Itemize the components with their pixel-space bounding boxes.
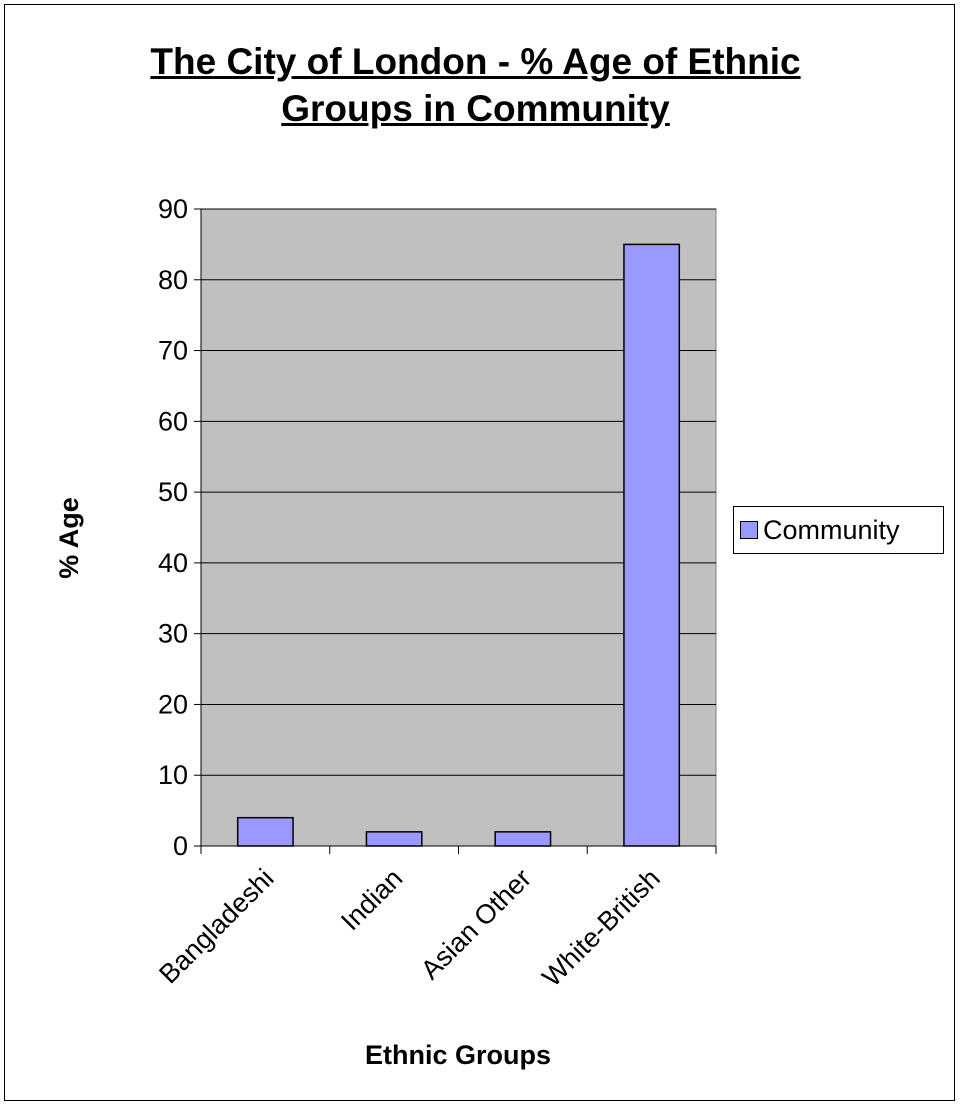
y-tick-label: 80 xyxy=(158,265,188,295)
y-tick-label: 40 xyxy=(158,548,188,578)
x-tick-label: White-British xyxy=(536,863,665,992)
y-tick-label: 30 xyxy=(158,619,188,649)
legend-swatch-community xyxy=(740,521,758,539)
y-tick-label: 50 xyxy=(158,477,188,507)
bar-asian-other xyxy=(494,831,552,847)
chart-title-line-2: Groups in Community xyxy=(281,88,670,129)
chart-title: The City of London - % Age of Ethnic Gro… xyxy=(0,38,951,132)
x-tick-label: Asian Other xyxy=(415,863,537,985)
y-tick-label: 0 xyxy=(173,831,188,861)
y-tick-label: 10 xyxy=(158,760,188,790)
y-axis-label: % Age xyxy=(54,497,84,579)
y-tick-label: 60 xyxy=(158,406,188,436)
y-tick-label: 20 xyxy=(158,689,188,719)
y-tick-label: 90 xyxy=(158,194,188,224)
x-tick-label: Bangladeshi xyxy=(153,863,279,989)
x-tick-label: Indian xyxy=(335,863,408,936)
bar-indian xyxy=(365,831,423,847)
legend-label-community: Community xyxy=(763,514,900,545)
bar-white-british xyxy=(623,243,681,847)
bar-bangladeshi xyxy=(236,816,294,847)
chart-title-line-1: The City of London - % Age of Ethnic xyxy=(150,41,801,82)
legend: Community xyxy=(733,506,944,554)
y-tick-label: 70 xyxy=(158,336,188,366)
x-axis-label: Ethnic Groups xyxy=(365,1040,551,1070)
